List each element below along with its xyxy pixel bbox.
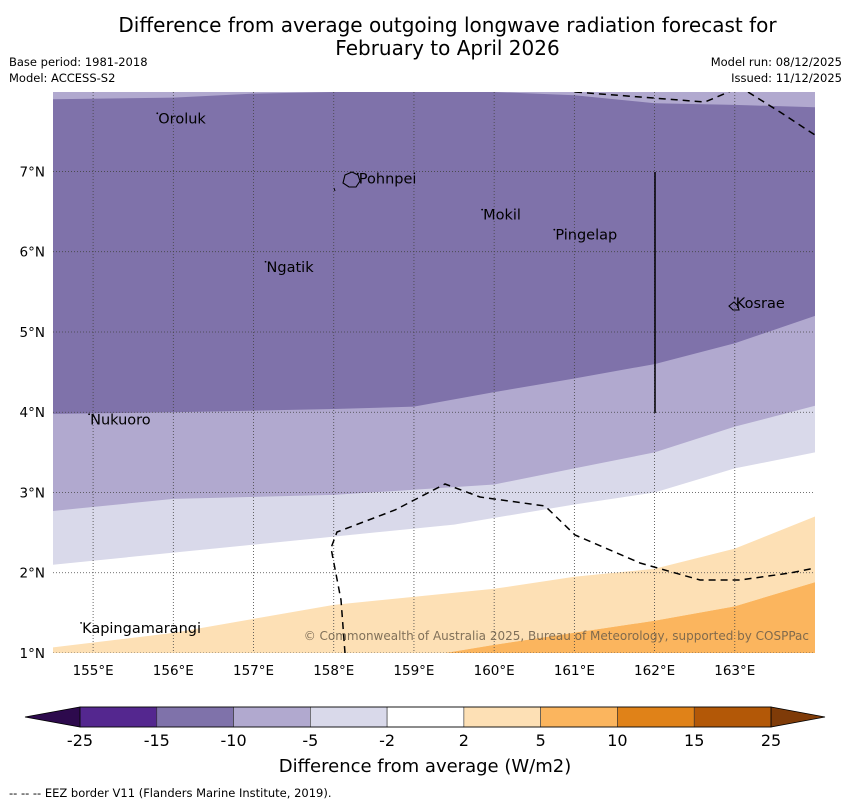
island-outlines	[333, 171, 740, 413]
lon-tick-label: 160°E	[474, 663, 515, 679]
place-label-ngatik: Ngatik	[267, 260, 315, 276]
title-line-1: Difference from average outgoing longwav…	[118, 13, 777, 37]
colorbar-swatch	[617, 706, 695, 728]
colorbar-swatch	[463, 706, 541, 728]
axis-ticks: 155°E 156°E 157°E 158°E 159°E 160°E 161°E 162°E…	[20, 164, 756, 679]
graticule	[53, 92, 815, 653]
colorbar-swatch	[693, 706, 772, 728]
colorbar-tick-label: -5	[302, 731, 318, 750]
lon-tick-label: 162°E	[634, 663, 675, 679]
place-label-nukuoro: Nukuoro	[90, 412, 151, 428]
colorbar-title: Difference from average (W/m2)	[279, 756, 571, 777]
place-marker	[356, 172, 359, 175]
model-run: Model run: 08/12/2025	[710, 55, 842, 69]
lon-tick-label: 155°E	[73, 663, 114, 679]
colorbar-swatch	[310, 706, 388, 728]
lat-tick-label: 2°N	[20, 566, 45, 582]
band-4	[53, 516, 815, 653]
colorbar-tick-label: -15	[144, 731, 170, 750]
colorbar-frame	[79, 706, 772, 728]
place-label-mokil: Mokil	[483, 208, 521, 224]
colorbar-swatch	[233, 706, 311, 728]
colorbar-tick-label: 10	[607, 731, 627, 750]
lon-tick-label: 161°E	[554, 663, 595, 679]
eez-border	[330, 92, 815, 653]
colorbar-tick-label: 25	[761, 731, 781, 750]
colorbar-tick-label: -2	[379, 731, 395, 750]
colorbar-extend-min	[24, 706, 81, 728]
lat-tick-label: 5°N	[20, 325, 45, 341]
lon-tick-label: 159°E	[393, 663, 434, 679]
pohnpei-islet-mark	[333, 187, 336, 192]
forecast-bands	[53, 92, 815, 653]
meta-left: Base period: 1981-2018 Model: ACCESS-S2	[9, 54, 148, 86]
place-marker	[156, 112, 159, 115]
colorbar-extend-max	[770, 706, 826, 728]
title-line-2: February to April 2026	[335, 36, 560, 60]
lon-tick-label: 158°E	[313, 663, 354, 679]
colorbar-tick-label: 5	[536, 731, 546, 750]
place-marker	[481, 208, 484, 211]
pohnpei-island-icon	[342, 171, 361, 188]
colorbar-swatch	[79, 706, 158, 728]
lat-tick-label: 1°N	[20, 646, 45, 662]
place-label-kapingamarangi: Kapingamarangi	[82, 621, 201, 637]
eez-footnote: -- -- -- EEZ border V11 (Flanders Marine…	[9, 786, 332, 800]
place-label-kosrae: Kosrae	[736, 296, 785, 312]
place-label-pingelap: Pingelap	[555, 228, 617, 244]
model-name: Model: ACCESS-S2	[9, 71, 116, 85]
lat-tick-label: 6°N	[20, 245, 45, 261]
eez-border-line-north	[574, 92, 815, 136]
lat-tick-label: 7°N	[20, 164, 45, 180]
colorbar-swatch	[540, 706, 618, 728]
meta-right: Model run: 08/12/2025 Issued: 11/12/2025	[711, 54, 842, 86]
band-5-to-10	[446, 582, 815, 653]
colorbar-tick-label: 15	[684, 731, 704, 750]
colorbar-tick-label: -10	[220, 731, 246, 750]
eez-border-line-south	[330, 483, 815, 653]
place-marker	[553, 228, 556, 231]
place-marker	[80, 622, 82, 624]
map-title: Difference from average outgoing longwav…	[0, 14, 850, 60]
lat-tick-label: 3°N	[20, 485, 45, 501]
colorbar-tick-label: 2	[459, 731, 469, 750]
colorbar: -25 -15 -10 -5 -2 2 5 10 15 25	[24, 706, 826, 750]
place-label-oroluk: Oroluk	[158, 111, 206, 127]
place-marker	[733, 296, 736, 299]
lon-tick-label: 156°E	[153, 663, 194, 679]
place-marker	[88, 413, 90, 416]
lon-tick-label: 157°E	[233, 663, 274, 679]
colorbar-tick-label: -25	[67, 731, 93, 750]
lon-tick-label: 163°E	[714, 663, 755, 679]
colorbar-swatch	[156, 706, 234, 728]
copyright-notice: © Commonwealth of Australia 2025, Bureau…	[304, 629, 809, 643]
place-labels: Oroluk Pohnpei Mokil Pingelap Ngatik Kosrae Nu…	[80, 111, 785, 637]
map-figure: Oroluk Pohnpei Mokil Pingelap Ngatik Kosrae Nu…	[20, 92, 826, 777]
place-label-pohnpei: Pohnpei	[359, 171, 417, 187]
place-marker	[264, 260, 267, 263]
base-period: Base period: 1981-2018	[9, 55, 148, 69]
issued-date: Issued: 11/12/2025	[731, 71, 842, 85]
colorbar-swatch	[386, 706, 465, 728]
lat-tick-label: 4°N	[20, 405, 45, 421]
kosrae-island-icon	[728, 301, 740, 311]
